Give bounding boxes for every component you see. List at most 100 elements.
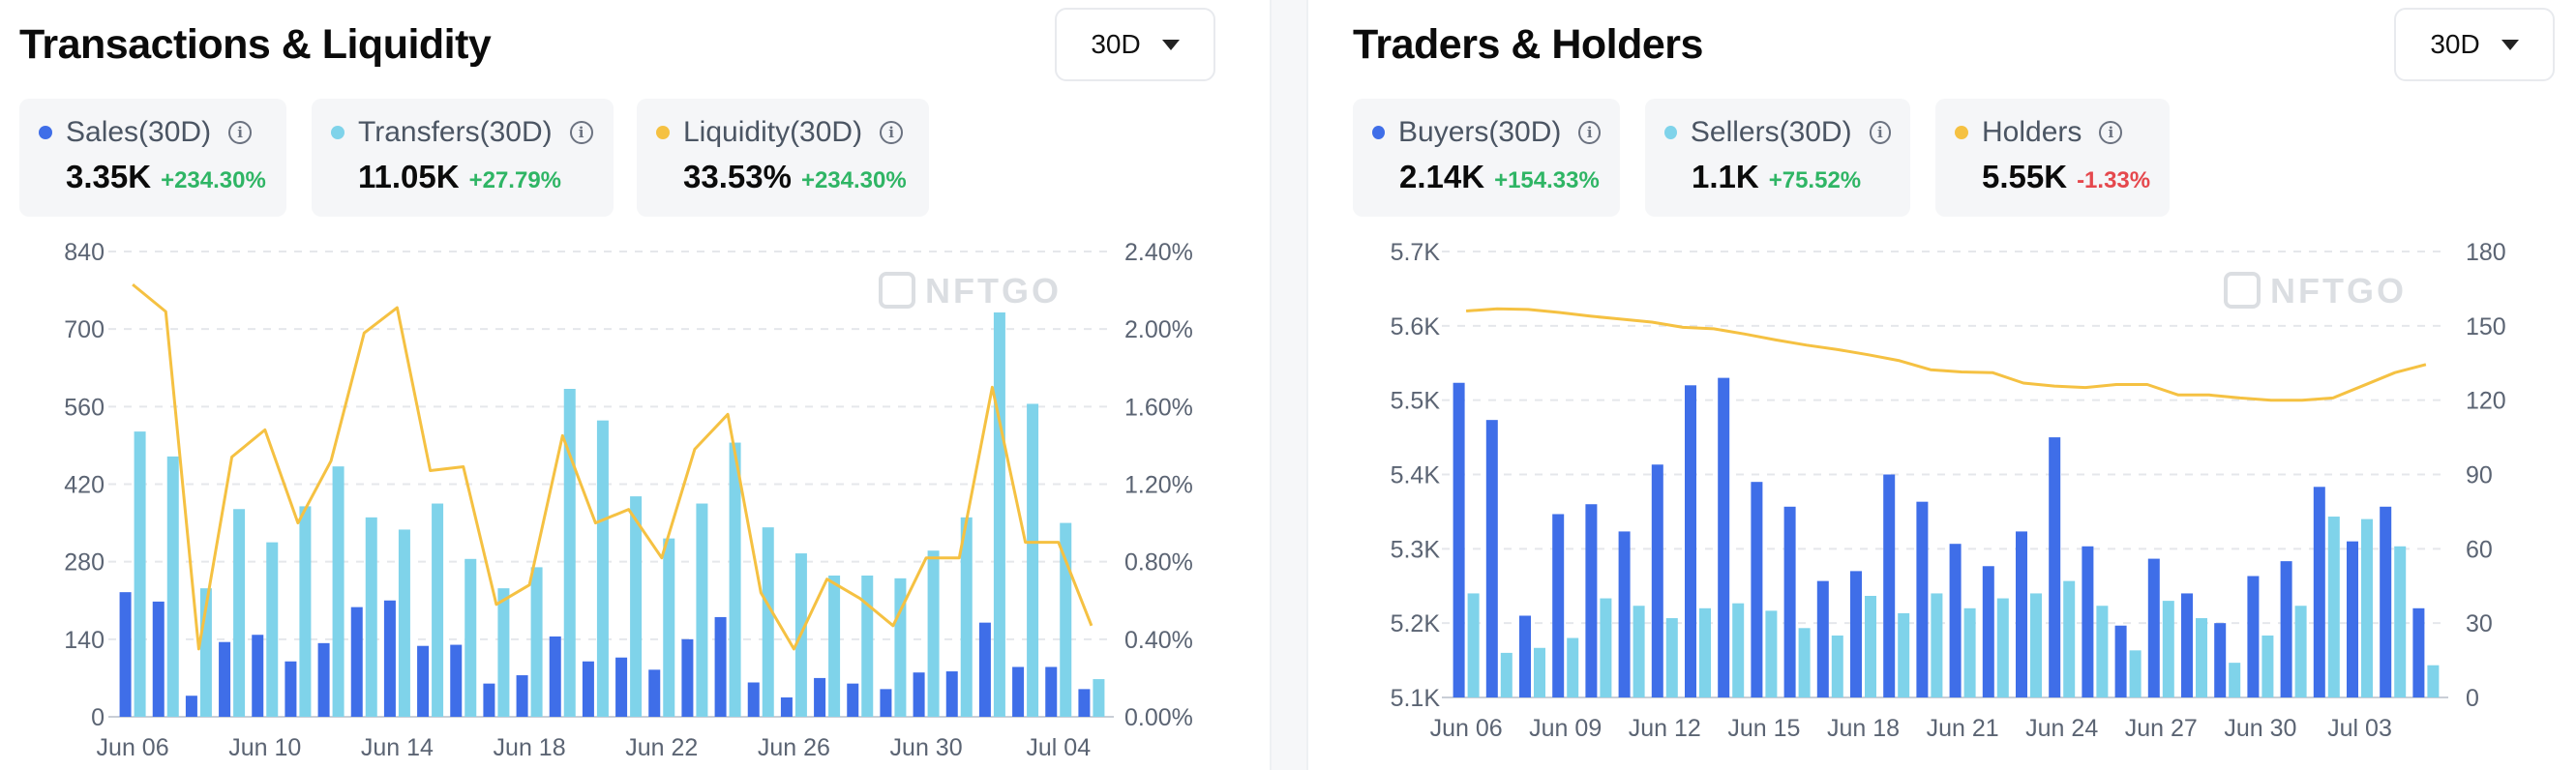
sellers-bar <box>1963 607 1976 697</box>
range-dropdown[interactable]: 30D <box>2394 8 2555 81</box>
x-tick-label: Jun 12 <box>1629 715 1701 742</box>
y-right-tick-label: 0.00% <box>1124 704 1193 731</box>
nftgo-logo-icon <box>2224 272 2261 309</box>
info-icon[interactable]: i <box>569 121 593 144</box>
sales-legend-dot <box>39 126 52 139</box>
buyers-bar <box>2016 531 2027 697</box>
y-right-tick-label: 120 <box>2466 388 2506 415</box>
y-left-tick-label: 5.7K <box>1391 239 1441 266</box>
sellers-bar <box>1865 595 1876 697</box>
sales-bar <box>450 644 463 717</box>
watermark-text: NFTGO <box>2270 271 2407 311</box>
info-icon[interactable]: i <box>228 121 253 144</box>
stat-label: Sales(30D) <box>66 116 212 148</box>
sales-bar <box>747 682 760 717</box>
sellers-bar <box>1732 603 1745 697</box>
buyers-bar <box>1585 504 1598 697</box>
buyers-bar <box>1718 377 1730 697</box>
sales-bar <box>383 600 396 717</box>
transactions-liquidity-panel: Transactions & Liquidity 30D Sales(30D) … <box>0 0 1272 770</box>
stat-value: 5.55K <box>1982 159 2068 194</box>
stat-change: +27.79% <box>468 167 562 193</box>
sellers-bar <box>1632 606 1645 697</box>
sellers-bar <box>1831 635 1843 697</box>
transfers-bar <box>729 442 741 717</box>
sellers-bar <box>2229 663 2241 697</box>
sellers-bar <box>1798 628 1811 697</box>
transfers-bar <box>365 517 377 717</box>
sales-bar <box>350 607 363 717</box>
sales-bar <box>252 635 264 717</box>
sellers-bar <box>2294 606 2307 697</box>
watermark-text: NFTGO <box>925 271 1062 311</box>
info-icon[interactable]: i <box>1869 121 1891 144</box>
buyers-bar <box>2147 558 2160 697</box>
sales-bar <box>317 642 330 717</box>
y-left-tick-label: 5.4K <box>1391 462 1441 489</box>
sellers-bar <box>2196 618 2207 697</box>
transfers-bar <box>630 496 643 717</box>
buyers-bar <box>2412 607 2425 697</box>
sellers-legend-dot <box>1664 126 1677 139</box>
buyers-bar <box>1850 571 1862 697</box>
transfers-bar <box>596 420 609 717</box>
sales-bar <box>780 696 793 717</box>
info-icon[interactable]: i <box>880 121 904 144</box>
sellers-bar <box>1699 607 1711 697</box>
buyers-bar <box>2347 541 2358 697</box>
transfers-bar <box>894 578 907 717</box>
transfers-bar <box>299 506 312 717</box>
sales-bar <box>185 696 197 717</box>
transfers-bar <box>497 588 510 717</box>
stat-value: 2.14K <box>1399 159 1485 194</box>
y-left-tick-label: 700 <box>64 316 105 343</box>
transfers-bar <box>530 567 543 717</box>
y-left-tick-label: 840 <box>64 239 105 266</box>
x-tick-label: Jun 15 <box>1727 715 1800 742</box>
x-tick-label: Jun 06 <box>1430 715 1503 742</box>
buyers-bar <box>1883 474 1896 697</box>
info-icon[interactable]: i <box>2099 121 2123 144</box>
info-icon[interactable]: i <box>1578 121 1601 144</box>
y-left-tick-label: 5.1K <box>1391 685 1441 712</box>
stat-label: Holders <box>1982 116 2082 148</box>
traders-holders-chart: 5.1K 0 5.2K 30 5.3K 60 5.4K 90 5.5K 120 5.6K 150 5.7… <box>1391 239 2506 742</box>
buyers-bar <box>1651 464 1663 697</box>
x-tick-label: Jul 03 <box>2327 715 2392 742</box>
buyers-bar <box>1485 420 1498 697</box>
sales-bar <box>285 661 297 717</box>
transfers-bar <box>828 575 841 717</box>
y-left-tick-label: 560 <box>64 394 105 421</box>
stat-value: 3.35K <box>66 159 152 194</box>
sales-bar <box>1012 666 1025 717</box>
panel-title: Traders & Holders <box>1353 21 1703 68</box>
sales-bar <box>1078 689 1091 717</box>
x-tick-label: Jun 06 <box>97 734 169 761</box>
range-dropdown[interactable]: 30D <box>1055 8 1215 81</box>
sellers-bar <box>1600 598 1612 697</box>
y-left-tick-label: 5.2K <box>1391 610 1441 637</box>
transfers-bar <box>134 431 146 717</box>
holders-legend-dot <box>1955 126 1968 139</box>
x-tick-label: Jul 04 <box>1026 734 1091 761</box>
sellers-bar <box>1996 598 2009 697</box>
sellers-bar <box>1567 637 1579 697</box>
stat-card-liquidity: Liquidity(30D) i 33.53% +234.30% <box>637 99 929 217</box>
sales-bar <box>945 671 958 717</box>
stat-card-buyers: Buyers(30D) i 2.14K +154.33% <box>1353 99 1620 217</box>
sellers-bar <box>2327 517 2340 697</box>
x-tick-label: Jun 18 <box>494 734 566 761</box>
y-right-tick-label: 60 <box>2466 536 2493 563</box>
sellers-bar <box>1931 593 1943 697</box>
transfers-bar <box>927 550 940 717</box>
y-right-tick-label: 2.00% <box>1124 316 1193 343</box>
buyers-bar <box>1816 580 1829 697</box>
sales-bar <box>847 683 859 717</box>
sales-bar <box>1045 666 1058 717</box>
transfers-bar <box>432 503 444 717</box>
sales-bar <box>483 683 495 717</box>
buyers-bar <box>1783 506 1796 697</box>
sales-bar <box>549 636 561 717</box>
buyers-bar <box>1519 615 1531 697</box>
stat-change: +75.52% <box>1768 167 1862 193</box>
